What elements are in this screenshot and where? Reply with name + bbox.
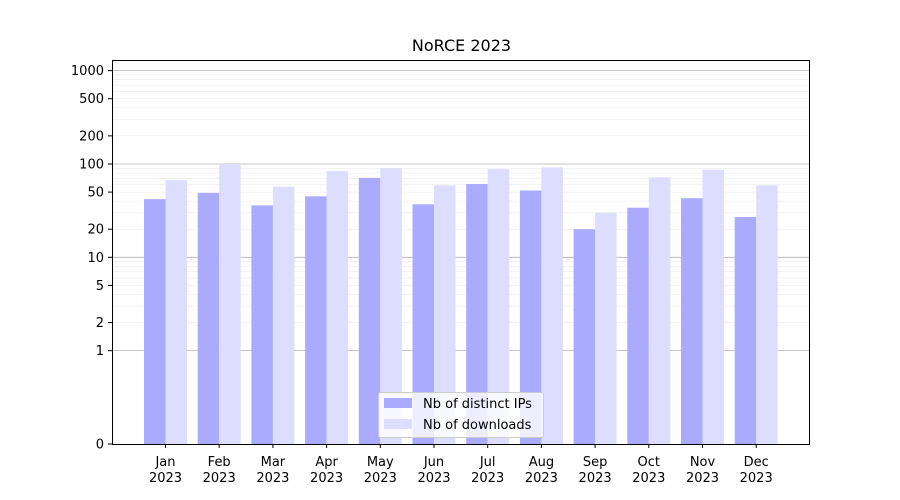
- legend-label-downloads: Nb of downloads: [423, 418, 532, 433]
- bar-downloads: [756, 185, 778, 444]
- x-tick-label: Dec 2023: [740, 455, 773, 486]
- y-tick-label: 10: [87, 251, 104, 266]
- bar-downloads: [541, 167, 563, 444]
- y-tick-label: 200: [79, 129, 104, 144]
- bar-ips: [466, 184, 488, 444]
- y-tick-label: 1: [96, 344, 104, 359]
- x-tick-label: Apr 2023: [310, 455, 343, 486]
- chart-title: NoRCE 2023: [412, 36, 511, 55]
- bar-downloads: [380, 168, 402, 445]
- legend-label-ips: Nb of distinct IPs: [423, 397, 532, 412]
- bar-downloads: [272, 186, 295, 444]
- bar-ips: [144, 199, 166, 444]
- bar-ips: [412, 204, 434, 444]
- bar-downloads: [434, 185, 456, 444]
- bar-ips: [251, 205, 273, 444]
- x-tick-label: Jun 2023: [417, 455, 450, 486]
- legend-swatch-ips: [384, 398, 412, 408]
- x-tick-label: May 2023: [364, 455, 397, 486]
- y-tick-label: 20: [87, 223, 104, 238]
- y-tick-label: 1000: [71, 64, 104, 79]
- x-tick-label: Oct 2023: [632, 455, 665, 486]
- bar-ips: [627, 207, 649, 444]
- y-tick-label: 100: [79, 157, 104, 172]
- y-axis: 0 1 2 5 10 20 50 100 200 500 1000: [71, 64, 112, 453]
- x-tick-label: Feb 2023: [203, 455, 236, 486]
- legend-swatch-downloads: [384, 419, 412, 429]
- x-tick-label: Mar 2023: [256, 455, 289, 486]
- legend-box: [378, 392, 544, 438]
- x-tick-label: Nov 2023: [686, 455, 719, 486]
- bar-downloads: [219, 163, 241, 445]
- y-tick-label: 50: [87, 186, 104, 201]
- bar-downloads: [702, 169, 724, 444]
- bars: [144, 163, 778, 445]
- x-tick-label: Jan 2023: [149, 455, 182, 486]
- bar-ips: [734, 217, 757, 444]
- x-axis: Jan 2023 Feb 2023 Mar 2023 Apr 2023 May 2023 Jun 20…: [149, 444, 773, 486]
- y-tick-label: 500: [79, 92, 104, 107]
- bar-ips: [681, 198, 703, 444]
- x-tick-label: Sep 2023: [579, 455, 612, 486]
- legend: Nb of distinct IPs Nb of downloads: [378, 392, 544, 438]
- y-tick-label: 5: [96, 279, 104, 294]
- bar-downloads: [595, 212, 617, 444]
- bar-ips: [358, 177, 381, 444]
- x-tick-label: Jul 2023: [471, 455, 504, 486]
- x-tick-label: Aug 2023: [525, 455, 558, 486]
- bar-downloads: [165, 180, 187, 445]
- bar-ips: [519, 190, 542, 444]
- y-tick-label: 0: [96, 438, 104, 453]
- bar-downloads: [648, 177, 671, 444]
- bar-ips: [573, 229, 596, 444]
- y-tick-label: 2: [96, 316, 104, 331]
- bar-ips: [305, 196, 327, 444]
- plot-frame: [112, 60, 810, 445]
- bar-ips: [197, 192, 220, 444]
- bar-downloads: [487, 169, 510, 444]
- bar-downloads: [326, 171, 349, 444]
